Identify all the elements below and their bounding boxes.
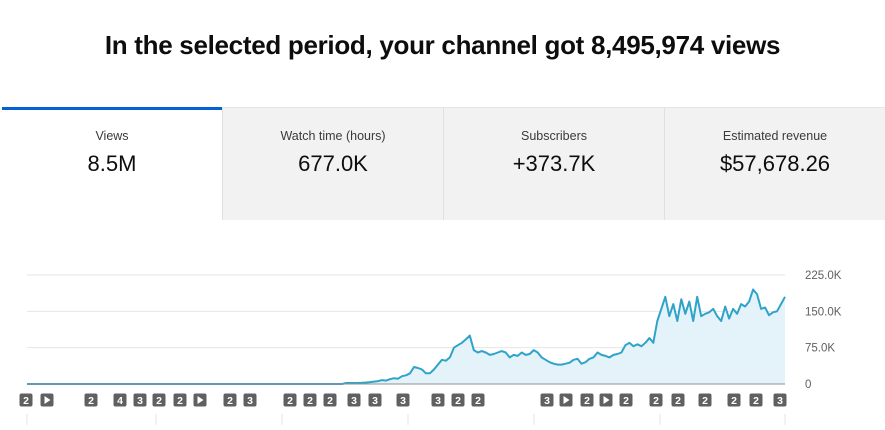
event-marker (113, 393, 127, 407)
event-marker-label: 2 (753, 395, 759, 407)
event-marker-label: 2 (177, 395, 183, 407)
event-marker-label: 2 (623, 395, 629, 407)
event-marker-label: 3 (435, 395, 441, 407)
event-marker (540, 393, 554, 407)
event-marker-label: 2 (653, 395, 659, 407)
event-marker-label: 3 (351, 395, 357, 407)
event-marker-label: 3 (777, 395, 783, 407)
play-icon (563, 396, 570, 404)
event-marker-label: 3 (372, 395, 378, 407)
tab-watch-time[interactable]: Watch time (hours) 677.0K (222, 108, 443, 220)
series-area (27, 289, 785, 384)
event-marker-label: 3 (400, 395, 406, 407)
tab-watch-time-value: 677.0K (298, 151, 368, 176)
play-icon (44, 396, 51, 404)
event-marker (749, 393, 763, 407)
page-title: In the selected period, your channel got… (104, 30, 781, 60)
event-marker (152, 393, 166, 407)
tab-subscribers[interactable]: Subscribers +373.7K (443, 108, 664, 220)
event-marker (451, 393, 465, 407)
views-chart-area: 0 75.0K 150.0K 225.0K 2 2 4 3 2 2 2 3 2 2 2 3 3 3 3 2 2 3 2 2 2 2… (0, 219, 885, 425)
event-marker-label: 2 (156, 395, 162, 407)
event-marker (19, 393, 33, 407)
event-marker-label: 2 (675, 395, 681, 407)
play-icon (197, 396, 204, 404)
event-marker (84, 393, 98, 407)
tab-views-label: Views (95, 129, 129, 143)
event-marker-label: 2 (88, 395, 94, 407)
y-tick-label: 75.0K (805, 343, 835, 355)
event-marker (698, 393, 712, 407)
tab-views-value: 8.5M (87, 151, 137, 176)
event-marker-label: 2 (475, 395, 481, 407)
tab-views[interactable]: Views 8.5M (2, 107, 222, 220)
tab-estimated-revenue-label: Estimated revenue (722, 129, 828, 143)
event-marker (671, 393, 685, 407)
event-marker (243, 393, 257, 407)
event-marker (773, 393, 787, 407)
event-marker (727, 393, 741, 407)
event-marker-label: 4 (117, 395, 123, 407)
event-marker-label: 3 (137, 395, 143, 407)
y-tick-label: 0 (805, 379, 811, 391)
tab-watch-time-label: Watch time (hours) (280, 129, 386, 143)
views-chart: 0 75.0K 150.0K 225.0K 2 2 4 3 2 2 2 3 2 2 2 3 3 3 3 2 2 3 2 2 2 2… (19, 270, 842, 425)
event-marker-label: 2 (584, 395, 590, 407)
tab-estimated-revenue[interactable]: Estimated revenue $57,678.26 (664, 108, 885, 220)
event-marker (323, 393, 337, 407)
event-marker (347, 393, 361, 407)
event-marker (619, 393, 633, 407)
play-icon (603, 396, 610, 404)
event-marker-label: 2 (287, 395, 293, 407)
y-tick-label: 150.0K (805, 306, 842, 318)
event-marker (223, 393, 237, 407)
event-marker-label: 2 (731, 395, 737, 407)
event-marker (303, 393, 317, 407)
event-marker (396, 393, 410, 407)
event-marker-label: 2 (227, 395, 233, 407)
tab-estimated-revenue-value: $57,678.26 (719, 151, 831, 176)
event-marker-label: 2 (307, 395, 313, 407)
event-marker (283, 393, 297, 407)
event-marker-label: 2 (23, 395, 29, 407)
event-marker-label: 3 (544, 395, 550, 407)
event-marker (431, 393, 445, 407)
tab-subscribers-value: +373.7K (512, 151, 596, 176)
event-marker (173, 393, 187, 407)
event-marker-label: 2 (455, 395, 461, 407)
event-marker (133, 393, 147, 407)
event-marker-label: 3 (247, 395, 253, 407)
event-marker-label: 2 (702, 395, 708, 407)
metric-tabs: Views 8.5M Watch time (hours) 677.0K Sub… (2, 107, 885, 220)
event-marker-label: 2 (327, 395, 333, 407)
event-marker (471, 393, 485, 407)
event-marker (368, 393, 382, 407)
event-marker (580, 393, 594, 407)
y-tick-label: 225.0K (805, 270, 842, 282)
tab-subscribers-label: Subscribers (521, 129, 587, 143)
event-marker (649, 393, 663, 407)
